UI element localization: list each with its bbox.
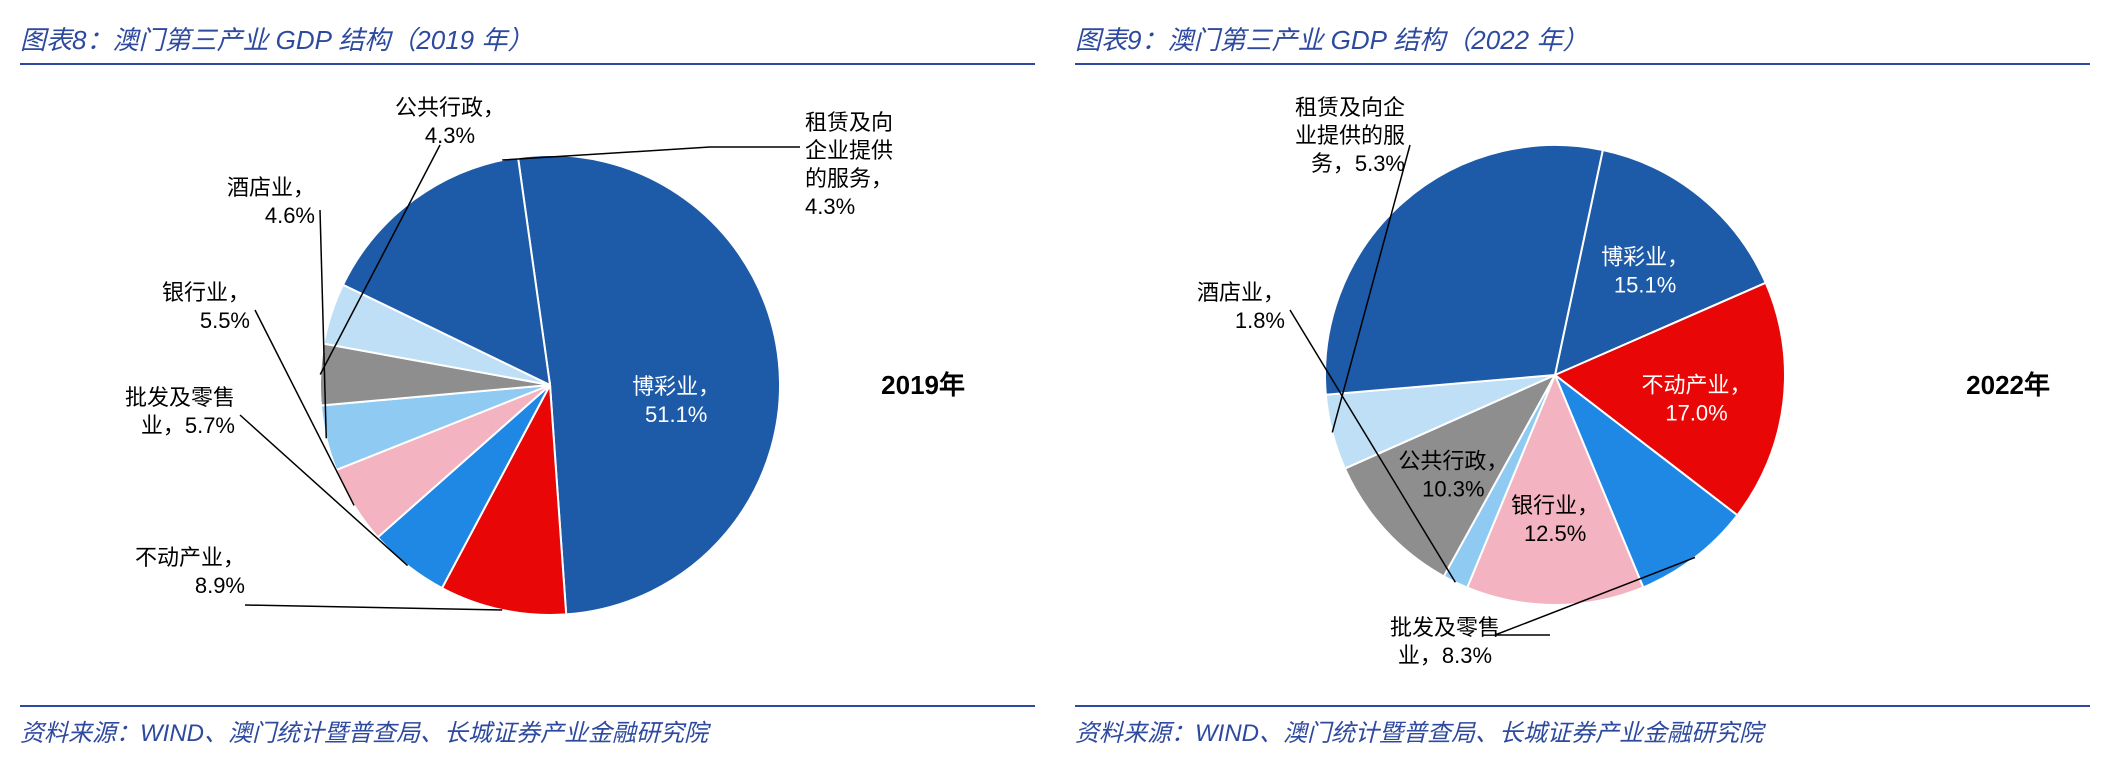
- chart-area-2022: 博彩业， 15.1% 不动产业， 17.0% 批发及零售业，8.3% 银行业， 12.5% 酒…: [1075, 75, 2090, 695]
- slice-label: 企业提供: [805, 138, 893, 163]
- slice-label: 4.6%: [265, 203, 315, 228]
- slice-label: 博彩业，: [632, 374, 720, 399]
- slice-label: 银行业，: [162, 280, 250, 305]
- slice-label: 批发及零售: [1390, 615, 1500, 640]
- chart-area-2019: 博彩业， 51.1% 不动产业， 8.9% 批发及零售业，5.7% 银行业， 5.5% 酒店业…: [20, 75, 1035, 695]
- slice-label: 4.3%: [425, 123, 475, 148]
- slice-label: 银行业，: [1511, 493, 1599, 518]
- slice-label: 酒店业，: [227, 175, 315, 200]
- slice-label: 5.5%: [200, 308, 250, 333]
- slice-label-pct: 10.3%: [1422, 476, 1484, 501]
- slice-label: 公共行政，: [1398, 448, 1508, 473]
- slice-label-pct: 17.0%: [1665, 400, 1727, 425]
- pie-chart-2022: 博彩业， 15.1% 不动产业， 17.0% 批发及零售业，8.3% 银行业， 12.5% 酒…: [1075, 75, 2090, 695]
- slice-label: 8.9%: [195, 573, 245, 598]
- slice-label: 酒店业，: [1197, 280, 1285, 305]
- panel-2019: 图表8：澳门第三产业 GDP 结构（2019 年） 博彩业， 51.1% 不动产业，…: [20, 20, 1035, 748]
- year-label-2022: 2022年: [1966, 365, 2050, 402]
- slice-label-pct: 15.1%: [1614, 272, 1676, 297]
- slice-label: 租赁及向企: [1295, 95, 1405, 120]
- panel-2022: 图表9：澳门第三产业 GDP 结构（2022 年） 博彩业， 15.1% 不动产业，…: [1075, 20, 2090, 748]
- year-label-2019: 2019年: [881, 365, 965, 402]
- slice-label: 1.8%: [1235, 308, 1285, 333]
- slice-label: 公共行政，: [395, 95, 505, 120]
- slice-label-pct: 51.1%: [645, 402, 707, 427]
- slice-label: 的服务，: [805, 166, 893, 191]
- panel-title-2019: 图表8：澳门第三产业 GDP 结构（2019 年）: [20, 20, 1035, 65]
- source-2022: 资料来源：WIND、澳门统计暨普查局、长城证券产业金融研究院: [1075, 705, 2090, 748]
- slice-label: 业，5.7%: [141, 413, 235, 438]
- slice-label: 业，8.3%: [1398, 643, 1492, 668]
- slice-label: 4.3%: [805, 194, 855, 219]
- leader-line: [245, 605, 502, 610]
- slice-label: 务，5.3%: [1311, 151, 1405, 176]
- slice-label: 业提供的服: [1295, 123, 1405, 148]
- charts-container: 图表8：澳门第三产业 GDP 结构（2019 年） 博彩业， 51.1% 不动产业，…: [20, 20, 2090, 748]
- panel-title-2022: 图表9：澳门第三产业 GDP 结构（2022 年）: [1075, 20, 2090, 65]
- slice-label: 租赁及向: [805, 110, 893, 135]
- source-2019: 资料来源：WIND、澳门统计暨普查局、长城证券产业金融研究院: [20, 705, 1035, 748]
- slice-label: 博彩业，: [1601, 244, 1689, 269]
- slice-label-pct: 12.5%: [1524, 521, 1586, 546]
- slice-label: 批发及零售: [125, 385, 235, 410]
- slice-label: 不动产业，: [1642, 372, 1752, 397]
- slice-label: 不动产业，: [135, 545, 245, 570]
